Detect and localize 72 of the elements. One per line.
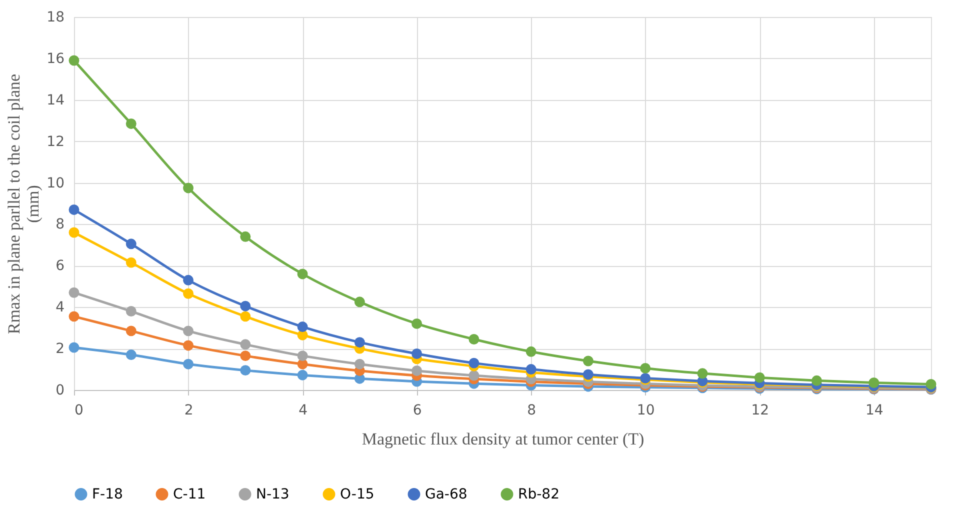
point [68, 311, 80, 322]
point [754, 372, 765, 383]
legend-label: N-13 [256, 486, 290, 502]
point [297, 350, 308, 362]
point [183, 288, 194, 299]
point [126, 306, 136, 316]
point [68, 227, 80, 238]
point [126, 350, 136, 360]
y-tick-label: 2 [56, 341, 64, 358]
point [468, 358, 480, 368]
x-tick-label: 6 [412, 402, 422, 418]
point [297, 268, 308, 280]
point [582, 356, 594, 366]
y-tick-label: 8 [56, 216, 64, 233]
point [183, 326, 194, 336]
y-tick-label: 6 [56, 258, 65, 274]
point [412, 365, 422, 376]
point [354, 296, 365, 308]
x-tick-label: 0 [74, 402, 84, 418]
x-tick-label: 8 [527, 402, 536, 418]
y-tick-label: 18 [46, 10, 64, 26]
x-tick-label: 14 [865, 402, 884, 418]
point [68, 287, 80, 298]
point [526, 364, 536, 375]
point [240, 339, 251, 350]
point [468, 370, 480, 381]
point [868, 378, 880, 388]
point [697, 368, 708, 379]
point [183, 358, 194, 370]
legend-label: C-11 [173, 486, 206, 502]
point [68, 204, 80, 215]
point [240, 311, 251, 322]
y-tick-label: 0 [56, 382, 64, 398]
point [412, 318, 422, 329]
point [468, 334, 480, 344]
legend-label: F-18 [92, 486, 123, 502]
point [240, 350, 251, 362]
point [240, 231, 251, 242]
y-tick-label: 12 [46, 134, 64, 150]
point [354, 337, 365, 348]
y-tick-label: 4 [56, 300, 65, 316]
point [126, 238, 136, 250]
point [68, 342, 80, 353]
point [412, 348, 422, 359]
legend-label: Rb-82 [518, 486, 560, 502]
x-tick-label: 4 [298, 402, 308, 418]
x-tick-label: 2 [184, 402, 194, 418]
point [126, 118, 136, 129]
point [240, 300, 251, 312]
legend-label: O-15 [340, 486, 374, 502]
point [126, 257, 136, 268]
legend-label: Ga-68 [425, 486, 468, 502]
point [183, 182, 194, 194]
y-tick-label: 14 [46, 92, 65, 108]
point [526, 346, 536, 357]
y-tick-label: 16 [46, 50, 65, 67]
point [297, 322, 308, 332]
point [240, 365, 251, 376]
y-axis-title: Rmax in plane parllel to the coil plane (mm) [4, 74, 43, 334]
y-tick-label: 10 [46, 175, 64, 192]
point [354, 358, 365, 370]
point [640, 363, 651, 374]
point [183, 274, 194, 286]
x-axis-title: Magnetic flux density at tumor center (T) [362, 430, 644, 448]
point [68, 55, 80, 66]
x-tick-label: 10 [636, 402, 655, 418]
point [926, 378, 936, 390]
point [297, 370, 308, 380]
point [811, 375, 822, 386]
point [183, 340, 194, 351]
point [126, 326, 136, 336]
x-tick-label: 12 [751, 402, 770, 418]
